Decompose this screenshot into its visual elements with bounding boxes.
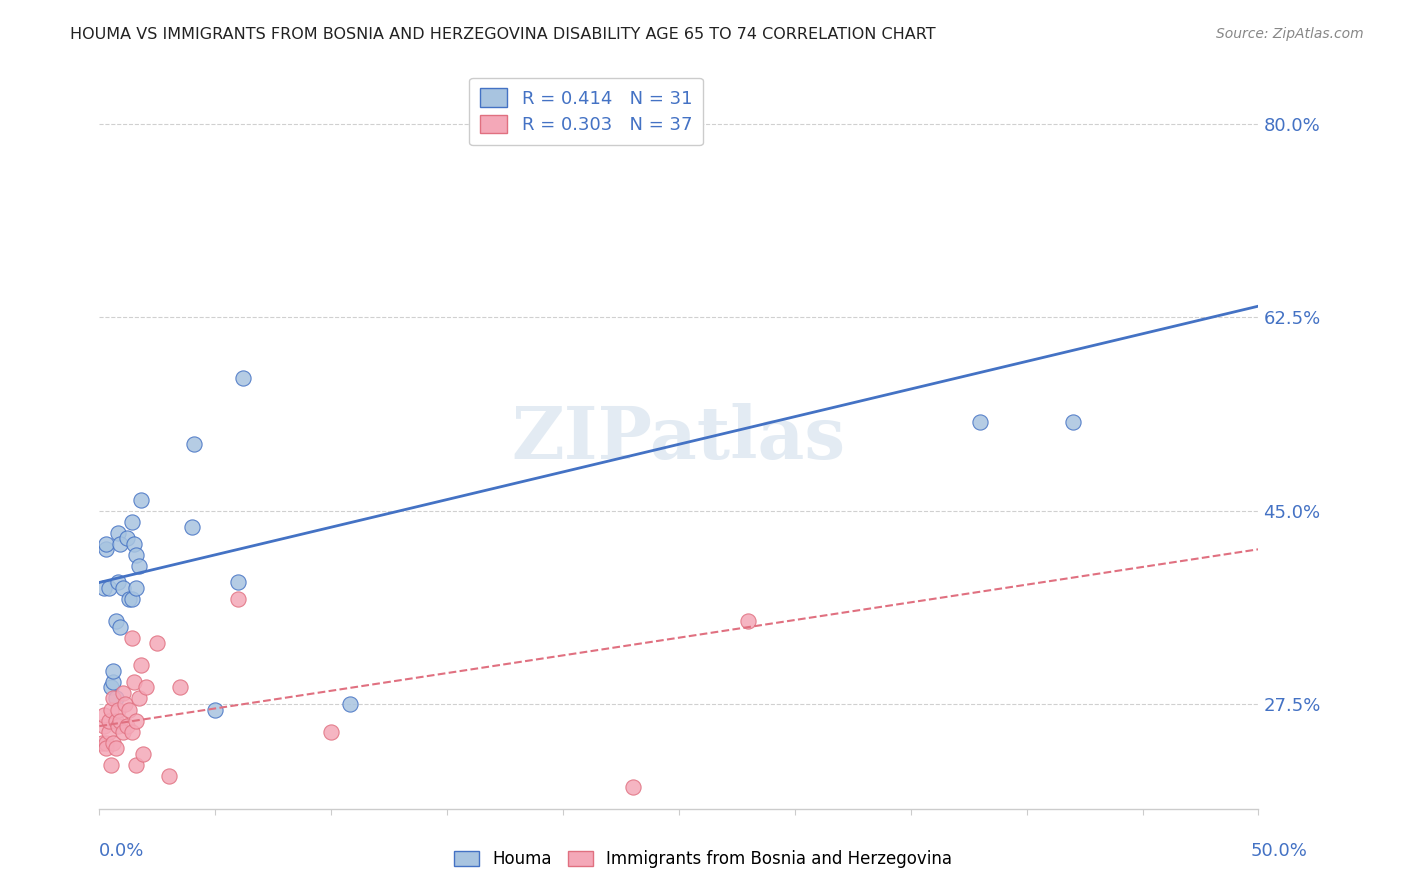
Point: [107, 702, 129, 716]
Point: [110, 620, 132, 634]
Point: [103, 664, 125, 678]
Text: HOUMA VS IMMIGRANTS FROM BOSNIA AND HERZEGOVINA DISABILITY AGE 65 TO 74 CORRELAT: HOUMA VS IMMIGRANTS FROM BOSNIA AND HERZ…: [70, 27, 936, 42]
Text: 0.0%: 0.0%: [98, 842, 143, 860]
Point: [621, 780, 644, 794]
Point: [121, 631, 143, 645]
Point: [181, 520, 204, 534]
Point: [204, 702, 226, 716]
Point: [111, 581, 134, 595]
Point: [103, 736, 125, 750]
Point: [100, 757, 122, 772]
Point: [97, 714, 120, 728]
Point: [969, 415, 991, 429]
Point: [125, 757, 148, 772]
Point: [103, 691, 125, 706]
Point: [146, 636, 169, 650]
Point: [111, 686, 134, 700]
Point: [339, 697, 361, 711]
Point: [115, 719, 138, 733]
Point: [96, 537, 118, 551]
Point: [93, 581, 115, 595]
Point: [115, 531, 138, 545]
Point: [125, 581, 148, 595]
Point: [121, 592, 143, 607]
Point: [96, 542, 118, 557]
Point: [135, 681, 157, 695]
Point: [103, 674, 125, 689]
Point: [104, 741, 127, 756]
Point: [1062, 415, 1084, 429]
Point: [321, 724, 343, 739]
Point: [96, 736, 118, 750]
Point: [129, 658, 152, 673]
Point: [228, 575, 250, 590]
Point: [107, 575, 129, 590]
Point: [114, 697, 136, 711]
Legend: R = 0.414   N = 31, R = 0.303   N = 37: R = 0.414 N = 31, R = 0.303 N = 37: [470, 78, 703, 145]
Point: [104, 614, 127, 628]
Point: [107, 719, 129, 733]
Point: [122, 674, 145, 689]
Text: Source: ZipAtlas.com: Source: ZipAtlas.com: [1216, 27, 1364, 41]
Point: [183, 437, 205, 451]
Point: [125, 714, 148, 728]
Point: [129, 492, 152, 507]
Legend: Houma, Immigrants from Bosnia and Herzegovina: Houma, Immigrants from Bosnia and Herzeg…: [447, 844, 959, 875]
Point: [128, 558, 150, 573]
Point: [104, 714, 127, 728]
Point: [118, 702, 141, 716]
Point: [157, 769, 180, 783]
Point: [93, 708, 115, 723]
Point: [104, 691, 127, 706]
Point: [97, 724, 120, 739]
Point: [100, 681, 122, 695]
Point: [122, 537, 145, 551]
Point: [111, 724, 134, 739]
Point: [118, 592, 141, 607]
Point: [93, 719, 115, 733]
Point: [97, 581, 120, 595]
Point: [737, 614, 759, 628]
Point: [121, 724, 143, 739]
Point: [125, 548, 148, 562]
Point: [121, 515, 143, 529]
Text: 50.0%: 50.0%: [1251, 842, 1308, 860]
Point: [128, 691, 150, 706]
Point: [96, 741, 118, 756]
Point: [90, 736, 112, 750]
Point: [169, 681, 191, 695]
Point: [110, 537, 132, 551]
Point: [100, 702, 122, 716]
Point: [232, 371, 254, 385]
Point: [132, 747, 155, 761]
Point: [228, 592, 250, 607]
Text: ZIPatlas: ZIPatlas: [512, 403, 846, 475]
Point: [107, 525, 129, 540]
Point: [110, 714, 132, 728]
